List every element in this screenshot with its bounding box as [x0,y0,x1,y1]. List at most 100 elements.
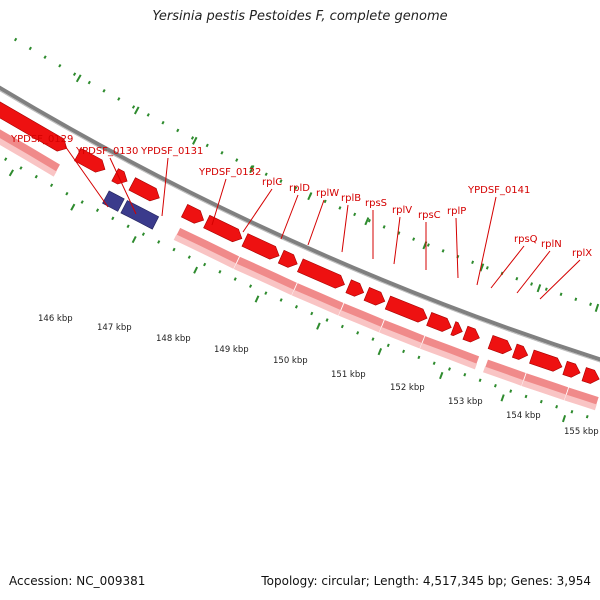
gene-label: rpsC [418,210,441,221]
major-tick [133,106,140,115]
gene-label: rplW [316,188,339,199]
cds-arrow [111,168,128,185]
minor-tick [279,179,283,183]
minor-tick [402,349,406,354]
minor-tick [478,378,482,383]
accession-text: Accession: NC_009381 [9,574,146,588]
minor-tick [432,361,436,365]
cds-arrow [297,258,345,289]
minor-tick [417,355,421,360]
minor-tick [117,97,121,101]
gene-box-shade [379,326,423,349]
minor-tick [574,297,578,302]
gene-label: rplV [392,205,412,216]
minor-tick [141,232,145,236]
minor-tick [172,247,176,252]
gene-leader-line [476,196,497,286]
gene-box-shade [0,138,57,177]
gene-label: rplP [447,206,466,217]
gene-leader-line [490,245,525,289]
major-tick-outer [500,394,505,402]
minor-tick [371,337,375,341]
gene-leader-line [242,188,273,233]
major-tick-outer [316,322,321,330]
minor-tick [190,136,195,140]
minor-tick [589,302,592,306]
minor-tick [485,266,489,270]
minor-tick [338,206,342,210]
cds-arrow [180,204,205,224]
gene-label: YPDSF_0141 [467,185,530,196]
gene-box-shade [233,263,295,296]
map-title: Yersinia pestis Pestoides F, complete ge… [152,9,448,24]
gene-box-shade [338,310,382,333]
cds-arrow [277,249,298,268]
major-tick-outer [439,371,444,380]
minor-tick [356,331,360,335]
major-tick-outer [254,295,260,303]
minor-tick [220,151,224,155]
minor-tick [585,414,589,419]
minor-tick [555,405,559,409]
cds-arrow [450,321,463,337]
gene-box-shade [482,366,524,386]
minor-tick [203,262,207,267]
minor-tick [353,212,357,217]
cds-arrow [363,287,386,306]
minor-tick [340,324,344,329]
gene-box-shade [564,394,597,411]
minor-tick [111,216,115,221]
minor-tick [13,37,18,42]
minor-tick [95,208,100,213]
gene-leader-line [341,204,349,253]
gene-label: rplX [572,248,592,259]
minor-tick [426,243,430,247]
minor-tick [4,157,8,161]
minor-tick [28,46,32,51]
minor-tick [43,55,47,59]
gene-leader-line [539,259,581,300]
cds-arrow [241,233,280,260]
gene-label: rplN [541,239,562,250]
gene-label: rplD [289,183,310,194]
gene-label: YPDSF_0130 [75,146,138,157]
cds-arrow [562,360,581,378]
kbp-label: 149 kbp [214,345,249,355]
cds-arrow [462,325,480,343]
minor-tick [441,249,445,253]
major-tick [307,192,313,201]
minor-tick [157,240,161,244]
gene-label: rpsS [365,198,387,209]
minor-tick [323,199,327,204]
major-tick [249,164,255,174]
minor-tick [367,218,371,223]
cds-arrow [384,295,428,323]
minor-tick [187,255,191,259]
minor-tick [205,143,209,148]
minor-tick [126,224,130,229]
kbp-label: 152 kbp [390,383,425,393]
gene-layer [0,101,600,411]
minor-tick [524,394,528,399]
kbp-label: 146 kbp [38,314,73,324]
genome-stats-text: Topology: circular; Length: 4,517,345 bp… [261,574,591,588]
gene-leader-line [516,250,551,294]
label-layer: 146 kbp 147 kbp 148 kbp 149 kbp 150 kbp 151 k… [10,134,599,437]
minor-tick [72,72,77,77]
minor-tick [448,367,451,371]
genome-backbone [0,85,600,362]
minor-tick [539,399,543,404]
minor-tick [509,389,513,393]
tick-layer [4,37,600,423]
gene-box-shade [291,289,341,316]
minor-tick [264,291,268,295]
major-tick [594,303,600,313]
cds-arrow [345,279,365,297]
cds-arrow [128,177,160,202]
backbone-highlight [0,90,600,363]
gene-label: rplC [262,177,282,188]
kbp-label: 155 kbp [564,427,599,437]
minor-tick [530,282,534,286]
major-tick-outer [377,348,383,356]
